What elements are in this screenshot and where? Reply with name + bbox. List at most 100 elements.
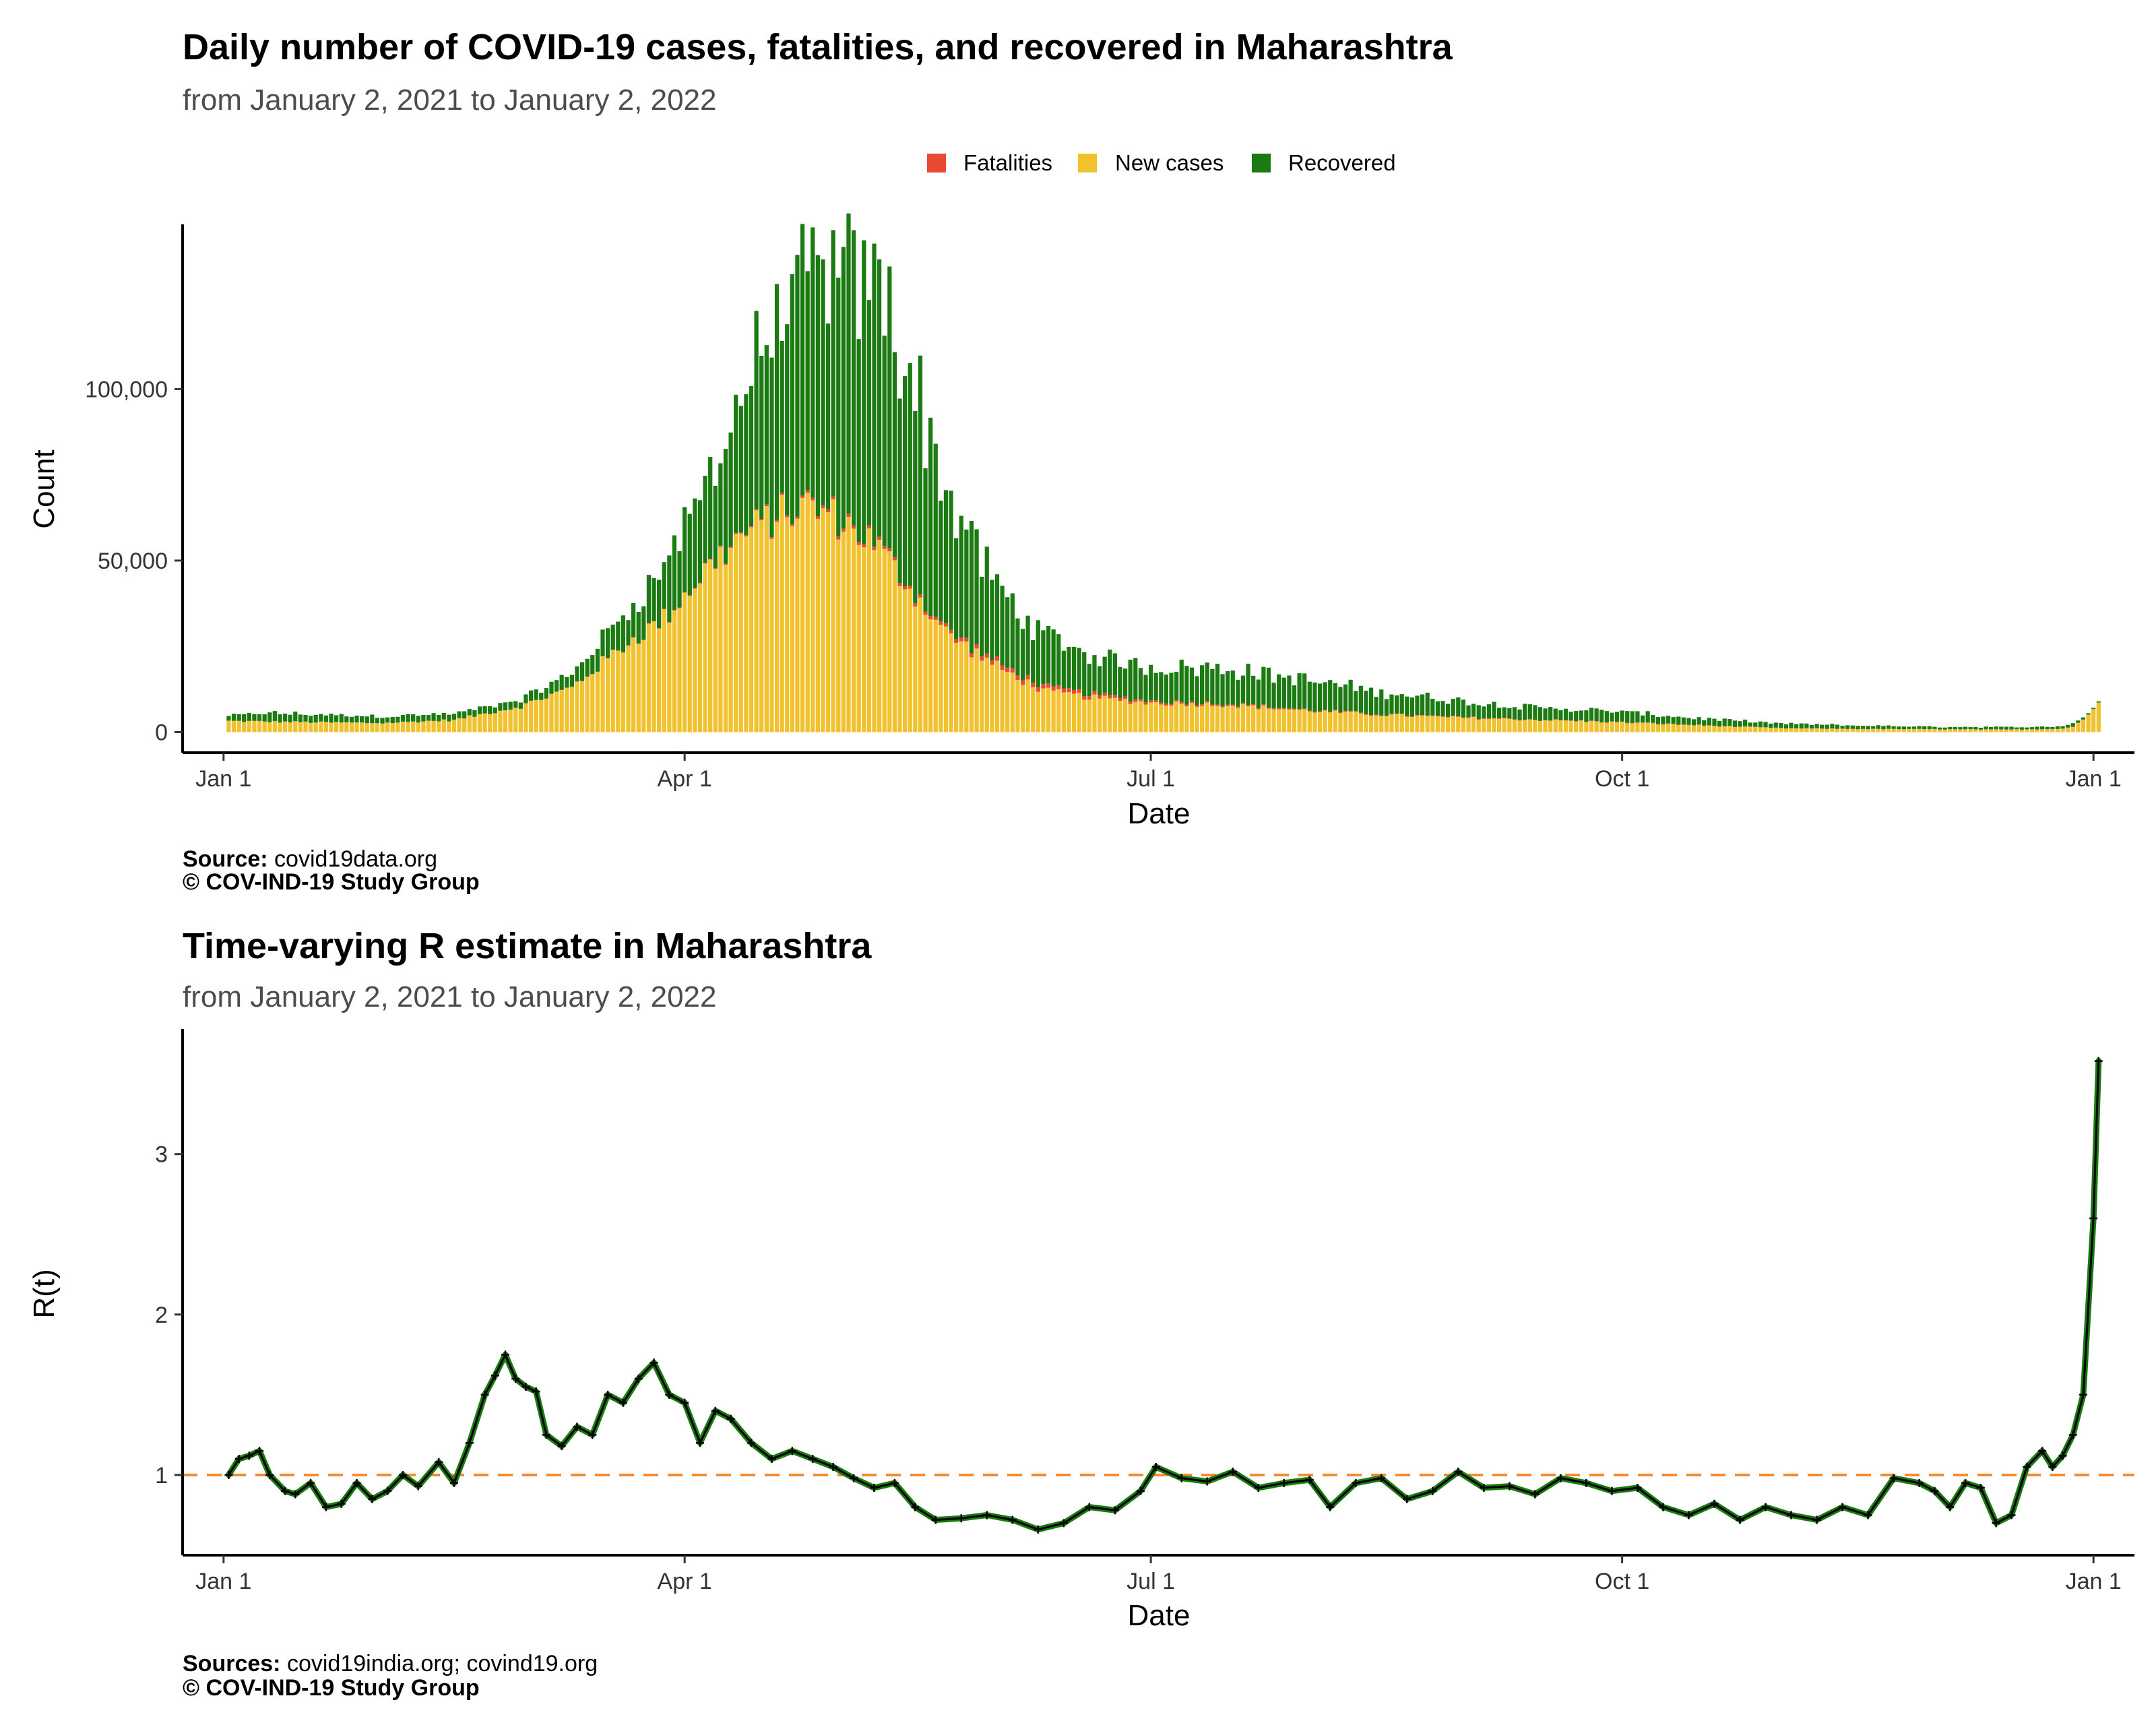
bar-recovered xyxy=(1512,707,1517,720)
bar-new-cases xyxy=(605,658,610,732)
bar-recovered xyxy=(329,714,334,723)
bar-new-cases xyxy=(1056,689,1061,732)
cases-x-tick-label: Jan 1 xyxy=(195,766,251,792)
bar-recovered xyxy=(1445,703,1451,717)
bar-new-cases xyxy=(1277,709,1281,732)
bar-recovered xyxy=(1287,675,1292,709)
bar-recovered xyxy=(1174,671,1179,700)
bar-fatalities xyxy=(723,563,728,565)
bar-new-cases xyxy=(1226,705,1230,732)
bar-new-cases xyxy=(431,720,436,732)
bar-new-cases xyxy=(774,522,780,732)
bar-recovered xyxy=(1666,716,1671,724)
bar-recovered xyxy=(1773,722,1778,728)
bar-recovered xyxy=(339,714,344,723)
bar-recovered xyxy=(1025,615,1030,675)
r-source-label: Sources: xyxy=(183,1651,281,1676)
cases-x-axis-title: Date xyxy=(1128,797,1191,830)
bar-recovered xyxy=(1205,662,1209,701)
bar-recovered xyxy=(774,284,780,520)
bar-new-cases xyxy=(1799,728,1804,732)
bar-new-cases xyxy=(672,610,677,732)
bar-recovered xyxy=(1866,726,1870,730)
bar-new-cases xyxy=(1041,688,1046,732)
bar-recovered xyxy=(272,711,277,721)
bar-recovered xyxy=(641,606,646,640)
bar-new-cases xyxy=(2004,729,2009,732)
bar-recovered xyxy=(994,574,1000,656)
bar-new-cases xyxy=(559,689,564,732)
bar-new-cases xyxy=(385,722,390,732)
bar-fatalities xyxy=(1128,701,1133,704)
bar-recovered xyxy=(1702,720,1707,726)
bar-new-cases xyxy=(943,626,949,732)
bar-new-cases xyxy=(323,722,329,732)
r-point-marker xyxy=(398,1470,407,1479)
bar-new-cases xyxy=(1466,718,1471,732)
bar-new-cases xyxy=(1174,701,1179,732)
bar-fatalities xyxy=(1338,712,1343,714)
bar-recovered xyxy=(1917,726,1922,729)
bar-new-cases xyxy=(1220,707,1225,732)
bar-fatalities xyxy=(677,607,682,608)
bar-new-cases xyxy=(354,722,359,732)
r-point-marker xyxy=(1279,1478,1288,1487)
bar-fatalities xyxy=(744,535,749,536)
bar-recovered xyxy=(457,711,462,718)
bar-recovered xyxy=(1732,720,1738,727)
bar-new-cases xyxy=(1281,709,1286,732)
bar-recovered xyxy=(949,491,953,630)
bar-new-cases xyxy=(1676,724,1681,732)
bar-recovered xyxy=(1251,675,1256,704)
bar-recovered xyxy=(969,520,974,654)
bar-fatalities xyxy=(1354,711,1358,712)
bar-recovered xyxy=(282,714,288,722)
r-point-marker xyxy=(695,1439,704,1447)
bar-new-cases xyxy=(1840,728,1845,732)
bar-recovered xyxy=(1794,724,1799,728)
bar-fatalities xyxy=(1102,693,1107,696)
bar-recovered xyxy=(1984,726,1988,730)
bar-new-cases xyxy=(1984,729,1988,732)
r-point-marker xyxy=(449,1478,458,1487)
r-point-marker xyxy=(982,1511,991,1519)
bar-recovered xyxy=(1323,682,1327,710)
bar-recovered xyxy=(1876,725,1880,729)
bar-new-cases xyxy=(636,644,641,732)
bar-new-cases xyxy=(897,586,902,732)
bar-recovered xyxy=(1153,672,1158,700)
bar-new-cases xyxy=(1097,698,1102,732)
bar-new-cases xyxy=(1651,723,1655,732)
bar-fatalities xyxy=(903,586,908,590)
r-point-marker xyxy=(2038,1447,2047,1455)
r-x-tick-label: Oct 1 xyxy=(1595,1569,1649,1594)
bar-fatalities xyxy=(1507,718,1512,719)
bar-new-cases xyxy=(1415,715,1420,732)
bar-recovered xyxy=(1118,666,1122,698)
bar-new-cases xyxy=(2045,729,2050,732)
r-point-marker xyxy=(1326,1503,1335,1511)
r-point-marker xyxy=(542,1431,550,1439)
bar-new-cases xyxy=(1584,722,1589,732)
bar-fatalities xyxy=(1097,695,1102,699)
bar-new-cases xyxy=(1394,714,1399,732)
bar-new-cases xyxy=(534,700,538,732)
bar-recovered xyxy=(1691,719,1697,726)
bar-recovered xyxy=(708,457,713,559)
bar-recovered xyxy=(600,629,605,656)
bar-recovered xyxy=(1056,634,1061,685)
bar-recovered xyxy=(1230,670,1235,705)
bar-new-cases xyxy=(1061,692,1066,732)
bar-recovered xyxy=(549,681,554,694)
bar-fatalities xyxy=(1143,702,1148,705)
bar-recovered xyxy=(1486,704,1492,719)
bar-recovered xyxy=(1942,727,1947,730)
bar-new-cases xyxy=(524,703,528,732)
bar-fatalities xyxy=(1092,691,1097,695)
bar-new-cases xyxy=(1553,719,1558,732)
bar-new-cases xyxy=(1779,728,1783,732)
r-point-marker xyxy=(2094,1057,2103,1065)
bar-new-cases xyxy=(1988,729,1994,732)
bar-new-cases xyxy=(990,664,994,732)
r-copyright: © COV-IND-19 Study Group xyxy=(183,1675,480,1701)
